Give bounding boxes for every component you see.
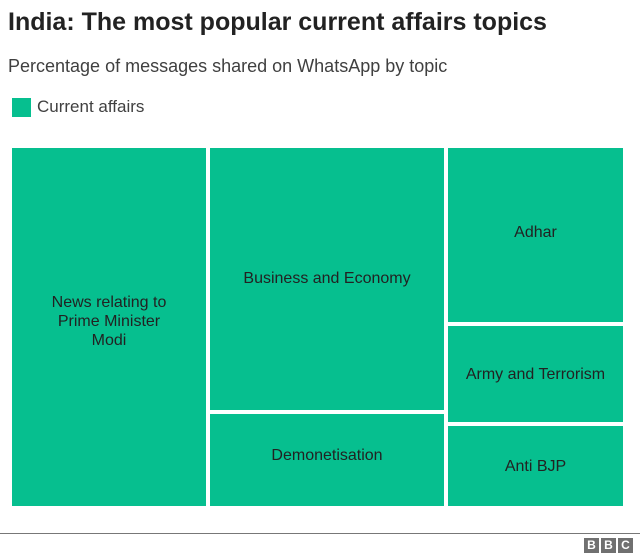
treemap-cell-adhar: Adhar — [448, 148, 623, 322]
treemap-cell-demonetisation: Demonetisation — [210, 414, 444, 506]
treemap-cell-army: Army and Terrorism — [448, 326, 623, 422]
chart-subtitle: Percentage of messages shared on WhatsAp… — [8, 56, 448, 76]
bbc-logo-letter: B — [601, 538, 616, 553]
footer-divider — [0, 533, 640, 534]
cell-label: Anti BJP — [504, 457, 567, 475]
cell-label: Army and Terrorism — [465, 365, 606, 383]
bbc-logo-letter: C — [618, 538, 633, 553]
cell-label: Adhar — [514, 224, 557, 241]
treemap-cell-business: Business and Economy — [210, 148, 444, 410]
treemap-cell-anti-bjp: Anti BJP — [448, 426, 623, 506]
cell-label: News relating to Prime Minister Modi — [51, 293, 167, 349]
cell-label: Demonetisation — [271, 446, 383, 464]
treemap-cell-modi: News relating to Prime Minister Modi — [12, 148, 206, 506]
cell-label: Business and Economy — [243, 269, 411, 287]
bbc-logo: B B C — [584, 538, 633, 553]
legend-label: Current affairs — [37, 97, 145, 116]
chart-title: India: The most popular current affairs … — [8, 8, 547, 36]
bbc-logo-letter: B — [584, 538, 599, 553]
legend: Current affairs — [12, 97, 144, 117]
legend-swatch — [12, 97, 31, 117]
